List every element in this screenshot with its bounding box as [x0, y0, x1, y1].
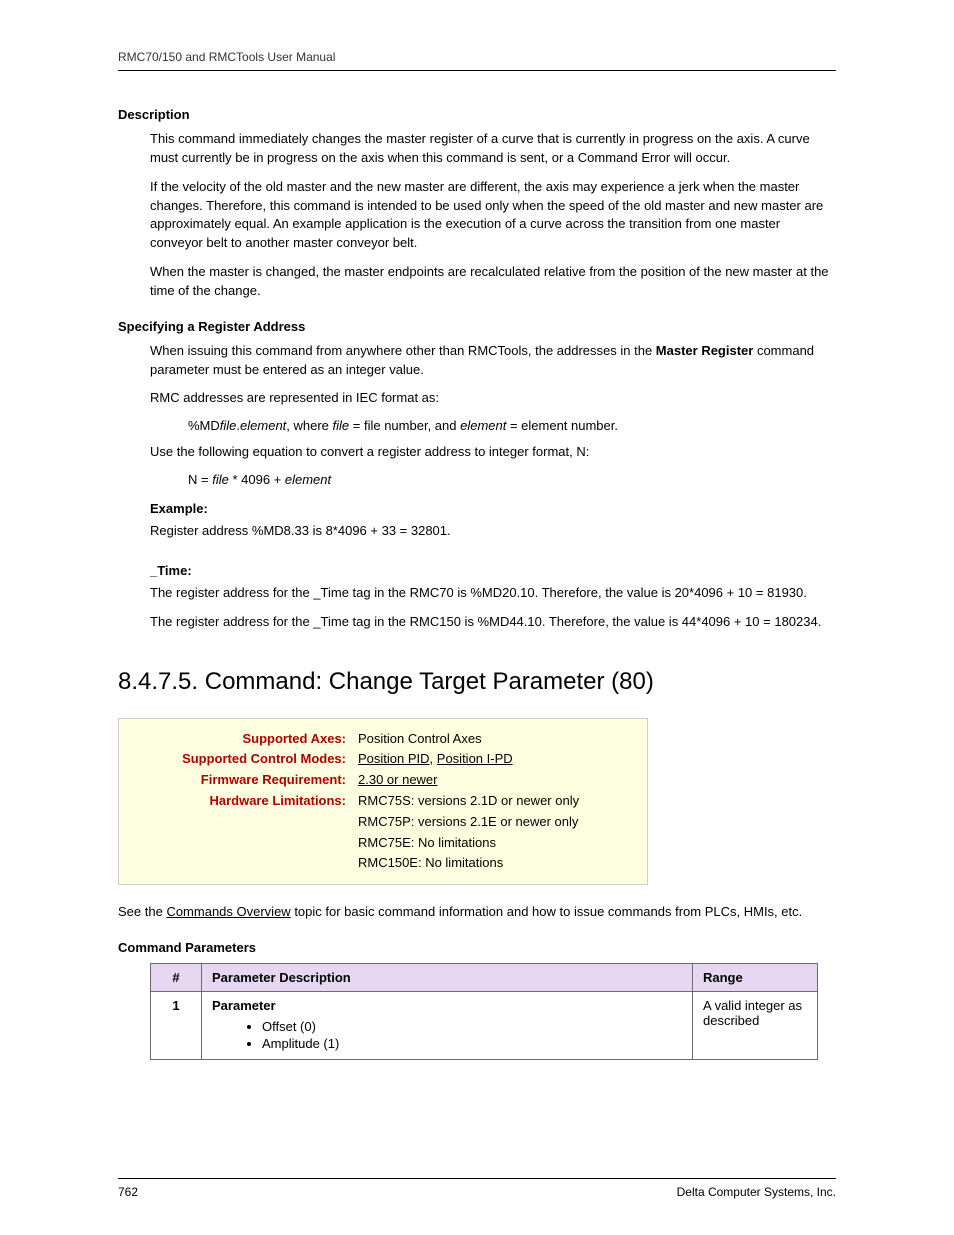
italic-text: file [212, 472, 229, 487]
italic-text: element [240, 418, 286, 433]
text: , where [286, 418, 332, 433]
description-heading: Description [118, 107, 836, 122]
spec-p2: RMC addresses are represented in IEC for… [150, 389, 836, 408]
link-position-pid[interactable]: Position PID [358, 751, 430, 766]
italic-text: element [285, 472, 331, 487]
th-range: Range [693, 964, 818, 992]
info-row-fw: Firmware Requirement: 2.30 or newer [131, 770, 635, 791]
hw-line: RMC150E: No limitations [358, 853, 579, 874]
td-num: 1 [151, 992, 202, 1060]
info-row-axes: Supported Axes: Position Control Axes [131, 729, 635, 750]
info-label: Supported Control Modes: [131, 749, 358, 770]
info-row-modes: Supported Control Modes: Position PID, P… [131, 749, 635, 770]
link-firmware[interactable]: 2.30 or newer [358, 772, 438, 787]
text: %MD [188, 418, 220, 433]
parameters-table: # Parameter Description Range 1 Paramete… [150, 963, 818, 1060]
info-label: Hardware Limitations: [131, 791, 358, 874]
list-item: Offset (0) [262, 1019, 682, 1034]
info-row-hw: Hardware Limitations: RMC75S: versions 2… [131, 791, 635, 874]
page-number: 762 [118, 1185, 138, 1199]
hw-line: RMC75P: versions 2.1E or newer only [358, 812, 579, 833]
table-header-row: # Parameter Description Range [151, 964, 818, 992]
description-p1: This command immediately changes the mas… [150, 130, 836, 168]
italic-text: element [460, 418, 506, 433]
page-footer: 762 Delta Computer Systems, Inc. [118, 1178, 836, 1199]
table-row: 1 Parameter Offset (0) Amplitude (1) A v… [151, 992, 818, 1060]
text: = element number. [506, 418, 618, 433]
info-value: RMC75S: versions 2.1D or newer only RMC7… [358, 791, 579, 874]
info-value: 2.30 or newer [358, 770, 438, 791]
param-name: Parameter [212, 998, 276, 1013]
example-heading: Example: [150, 501, 836, 516]
info-value: Position Control Axes [358, 729, 482, 750]
hw-line: RMC75S: versions 2.1D or newer only [358, 791, 579, 812]
text: N = [188, 472, 212, 487]
time-heading: _Time: [150, 563, 836, 578]
spec-p1: When issuing this command from anywhere … [150, 342, 836, 380]
spec-p3: Use the following equation to convert a … [150, 443, 836, 462]
page: RMC70/150 and RMCTools User Manual Descr… [0, 0, 954, 1235]
td-desc: Parameter Offset (0) Amplitude (1) [202, 992, 693, 1060]
time-p2: The register address for the _Time tag i… [150, 613, 836, 632]
description-p2: If the velocity of the old master and th… [150, 178, 836, 253]
th-num: # [151, 964, 202, 992]
footer-company: Delta Computer Systems, Inc. [677, 1185, 836, 1199]
see-also-text: See the Commands Overview topic for basi… [118, 903, 836, 922]
bold-text: Master Register [656, 343, 754, 358]
text: , [430, 751, 437, 766]
info-label: Firmware Requirement: [131, 770, 358, 791]
list-item: Amplitude (1) [262, 1036, 682, 1051]
conversion-eq: N = file * 4096 + element [188, 472, 836, 487]
hw-line: RMC75E: No limitations [358, 833, 579, 854]
italic-text: file [333, 418, 350, 433]
iec-format-eq: %MDfile.element, where file = file numbe… [188, 418, 836, 433]
info-label: Supported Axes: [131, 729, 358, 750]
text: topic for basic command information and … [291, 904, 803, 919]
param-list: Offset (0) Amplitude (1) [212, 1019, 682, 1051]
chapter-heading: 8.4.7.5. Command: Change Target Paramete… [118, 668, 836, 696]
description-p3: When the master is changed, the master e… [150, 263, 836, 301]
td-range: A valid integer as described [693, 992, 818, 1060]
italic-text: file [220, 418, 237, 433]
text: * 4096 + [229, 472, 285, 487]
specifying-heading: Specifying a Register Address [118, 319, 836, 334]
example-p: Register address %MD8.33 is 8*4096 + 33 … [150, 522, 836, 541]
link-position-ipd[interactable]: Position I-PD [437, 751, 513, 766]
text: = file number, and [349, 418, 460, 433]
text: When issuing this command from anywhere … [150, 343, 656, 358]
info-value: Position PID, Position I-PD [358, 749, 513, 770]
th-desc: Parameter Description [202, 964, 693, 992]
link-commands-overview[interactable]: Commands Overview [166, 904, 290, 919]
time-p1: The register address for the _Time tag i… [150, 584, 836, 603]
text: See the [118, 904, 166, 919]
page-header: RMC70/150 and RMCTools User Manual [118, 50, 836, 71]
info-box: Supported Axes: Position Control Axes Su… [118, 718, 648, 886]
command-parameters-heading: Command Parameters [118, 940, 836, 955]
